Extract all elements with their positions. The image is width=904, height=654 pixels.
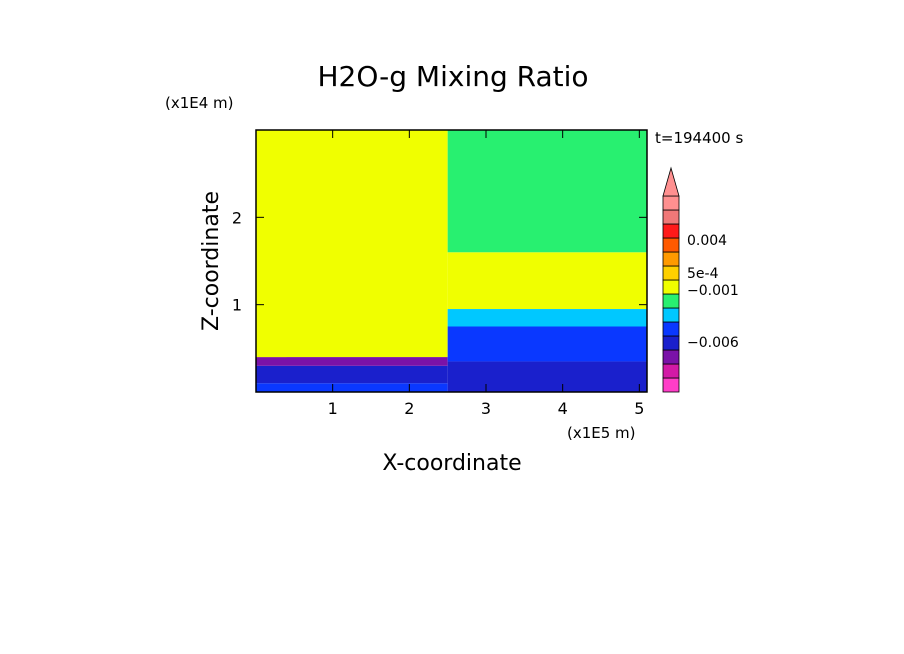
x-axis-label: X-coordinate xyxy=(382,451,521,476)
x-tick-label: 3 xyxy=(481,399,491,418)
colorbar-swatch xyxy=(662,279,680,295)
plot-frame xyxy=(255,129,648,393)
colorbar-label: −0.001 xyxy=(687,283,739,299)
colorbar-swatch xyxy=(662,377,680,393)
colorbar-swatch xyxy=(662,293,680,309)
time-label: t=194400 s xyxy=(655,129,743,147)
x-scale-label: (x1E5 m) xyxy=(567,424,636,442)
y-scale-label: (x1E4 m) xyxy=(165,94,234,112)
plot-area xyxy=(256,130,647,392)
y-tick-label: 2 xyxy=(232,208,242,227)
x-tick-label: 1 xyxy=(328,399,338,418)
colorbar-swatch xyxy=(662,209,680,225)
x-tick-label: 2 xyxy=(404,399,414,418)
colorbar-swatch xyxy=(662,265,680,281)
colorbar-swatch xyxy=(662,321,680,337)
colorbar-swatch xyxy=(662,195,680,211)
axis-ticks: 1 2 3 4 5 1 2 xyxy=(232,130,647,418)
field-region-9 xyxy=(447,309,647,327)
colorbar-swatch xyxy=(662,349,680,365)
colorbar-swatch xyxy=(662,363,680,379)
colorbar: 0.004 5e-4−0.001 −0.006 xyxy=(662,166,739,393)
x-tick-label: 5 xyxy=(634,399,644,418)
field-region-2 xyxy=(256,357,448,366)
field-region-10 xyxy=(447,252,647,310)
colorbar-swatch xyxy=(662,307,680,323)
colorbar-extend-arrow xyxy=(662,166,680,197)
field-region-11 xyxy=(447,130,647,253)
field-region-0 xyxy=(256,383,448,392)
y-axis-label: Z-coordinate xyxy=(199,191,224,331)
colorbar-swatch xyxy=(662,223,680,239)
field-region-8 xyxy=(447,326,647,362)
field-region-6 xyxy=(256,130,448,358)
x-tick-label: 4 xyxy=(558,399,568,418)
field-region-7 xyxy=(447,361,647,392)
colorbar-label: 0.004 xyxy=(687,233,727,249)
field-region-1 xyxy=(256,365,448,384)
colorbar-label: 5e-4 xyxy=(687,266,719,282)
colorbar-swatch xyxy=(662,335,680,351)
colorbar-swatch xyxy=(662,237,680,253)
colorbar-swatch xyxy=(662,251,680,267)
chart-title: H2O-g Mixing Ratio xyxy=(317,60,588,93)
y-tick-label: 1 xyxy=(232,296,242,315)
colorbar-label: −0.006 xyxy=(687,335,739,351)
